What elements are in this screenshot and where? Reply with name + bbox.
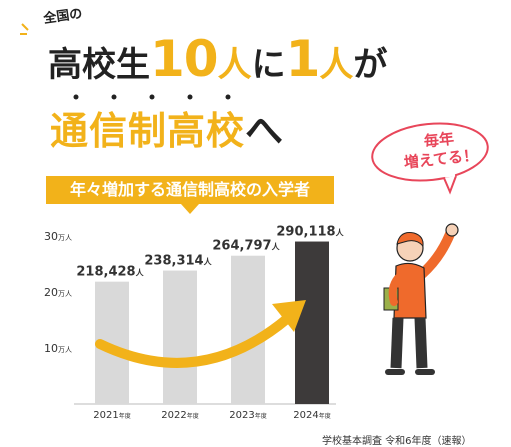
speech-bubble	[371, 122, 489, 195]
value-label: 264,797人	[212, 239, 280, 254]
headline-line2: 通信制高校へ	[50, 100, 284, 155]
y-tick-label: 30万人	[44, 230, 72, 243]
cheering-student-illustration	[383, 223, 459, 375]
bar-2023年度	[231, 255, 265, 404]
headline-line2-end: へ	[245, 109, 285, 153]
y-tick-label: 10万人	[44, 342, 72, 355]
value-label: 290,118人	[276, 225, 344, 240]
bar-2022年度	[163, 270, 197, 404]
trend-arrow-head	[272, 300, 306, 332]
emphasis-ticks	[20, 23, 29, 35]
source-note: 学校基本調査 令和6年度（速報）	[322, 436, 472, 447]
value-label: 238,314人	[144, 254, 212, 269]
headline-line1-b: に	[251, 45, 286, 85]
headline-line2-main: 通信制高校	[50, 109, 246, 153]
category-label: 2024年度	[293, 410, 330, 421]
category-label: 2021年度	[93, 410, 130, 421]
headline-unit2: 人	[319, 45, 354, 85]
headline-unit1: 人	[217, 45, 252, 85]
bar-2024年度	[295, 241, 329, 404]
trend-arrow-shaft	[95, 313, 293, 368]
headline-num1: 10	[150, 30, 219, 88]
category-label: 2023年度	[229, 410, 266, 421]
headline-num2: 1	[285, 30, 321, 88]
chart-subtitle-banner: 年々増加する通信制高校の入学者	[46, 176, 334, 204]
headline-line1-a: 高校生	[48, 45, 150, 85]
headline-line1: 高校生10人に1人が	[48, 30, 387, 100]
headline-line1-c: が	[353, 45, 388, 85]
banner-pointer	[181, 204, 199, 214]
value-label: 218,428人	[76, 265, 144, 280]
category-label: 2022年度	[161, 410, 198, 421]
emphasis-dots	[73, 94, 231, 100]
y-tick-label: 20万人	[44, 286, 72, 299]
